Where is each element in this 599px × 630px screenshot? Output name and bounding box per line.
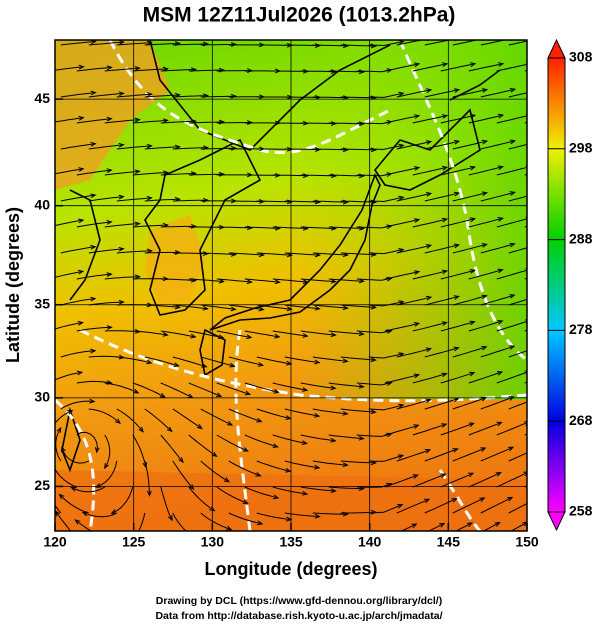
- streamline-arrow: [566, 88, 571, 92]
- y-tick-label: 35: [34, 295, 50, 311]
- colorbar-tick-label: 278: [569, 321, 593, 337]
- streamline: [245, 539, 280, 543]
- streamline-arrow: [535, 497, 540, 501]
- streamline-arrow: [538, 191, 543, 195]
- y-tick-label: 25: [34, 477, 50, 493]
- streamline-arrow: [565, 294, 570, 298]
- x-tick-label: 120: [43, 534, 67, 550]
- streamline-arrow: [536, 447, 541, 451]
- streamline: [301, 539, 336, 540]
- x-tick-label: 140: [358, 534, 382, 550]
- streamline-arrow: [185, 553, 190, 557]
- title: MSM 12Z11Jul2026 (1013.2hPa): [143, 4, 456, 27]
- y-tick-label: 40: [34, 196, 50, 212]
- y-tick-label: 45: [34, 90, 50, 106]
- colorbar-tick-label: 308: [569, 49, 593, 65]
- streamline-arrow: [538, 37, 543, 41]
- colorbar-tick-label: 288: [569, 230, 593, 246]
- credit: Data from http://database.rish.kyoto-u.a…: [155, 610, 442, 622]
- streamline: [537, 38, 571, 45]
- streamline-arrow: [538, 140, 543, 144]
- colorbar-extend: [548, 40, 565, 58]
- streamline-arrow: [537, 294, 542, 298]
- colorbar: 258 268 278 288 298 308: [548, 40, 593, 530]
- streamline-arrow: [191, 534, 196, 538]
- colorbar-scale: [548, 58, 565, 512]
- x-tick-label: 150: [515, 534, 539, 550]
- streamline-arrow: [537, 243, 542, 247]
- streamline-arrow: [566, 191, 571, 195]
- streamline-arrow: [537, 345, 542, 349]
- streamline-arrow: [37, 506, 41, 511]
- streamline-arrow: [386, 532, 391, 536]
- x-tick-label: 130: [201, 534, 225, 550]
- streamline-arrow: [536, 396, 541, 400]
- streamline-arrow: [38, 454, 42, 459]
- streamline: [161, 539, 190, 556]
- x-tick-label: 125: [122, 534, 146, 550]
- x-axis-label: Longitude (degrees): [204, 559, 377, 579]
- streamline-arrow: [246, 544, 251, 548]
- streamline-arrow: [100, 534, 105, 538]
- colorbar-tick-label: 258: [569, 503, 593, 519]
- streamline-arrow: [538, 88, 543, 92]
- x-tick-label: 145: [437, 534, 461, 550]
- streamline-arrow: [303, 539, 308, 543]
- colorbar-extend: [548, 512, 565, 530]
- streamline-arrow: [331, 537, 336, 541]
- colorbar-tick-label: 298: [569, 140, 593, 156]
- y-axis-label: Latitude (degrees): [3, 207, 23, 363]
- x-tick-label: 135: [279, 534, 303, 550]
- colorbar-tick-label: 268: [569, 412, 593, 428]
- streamline-arrow: [566, 37, 571, 41]
- y-tick-label: 30: [34, 389, 50, 405]
- credit: Drawing by DCL (https://www.gfd-dennou.o…: [156, 595, 442, 607]
- map-field: [37, 37, 571, 557]
